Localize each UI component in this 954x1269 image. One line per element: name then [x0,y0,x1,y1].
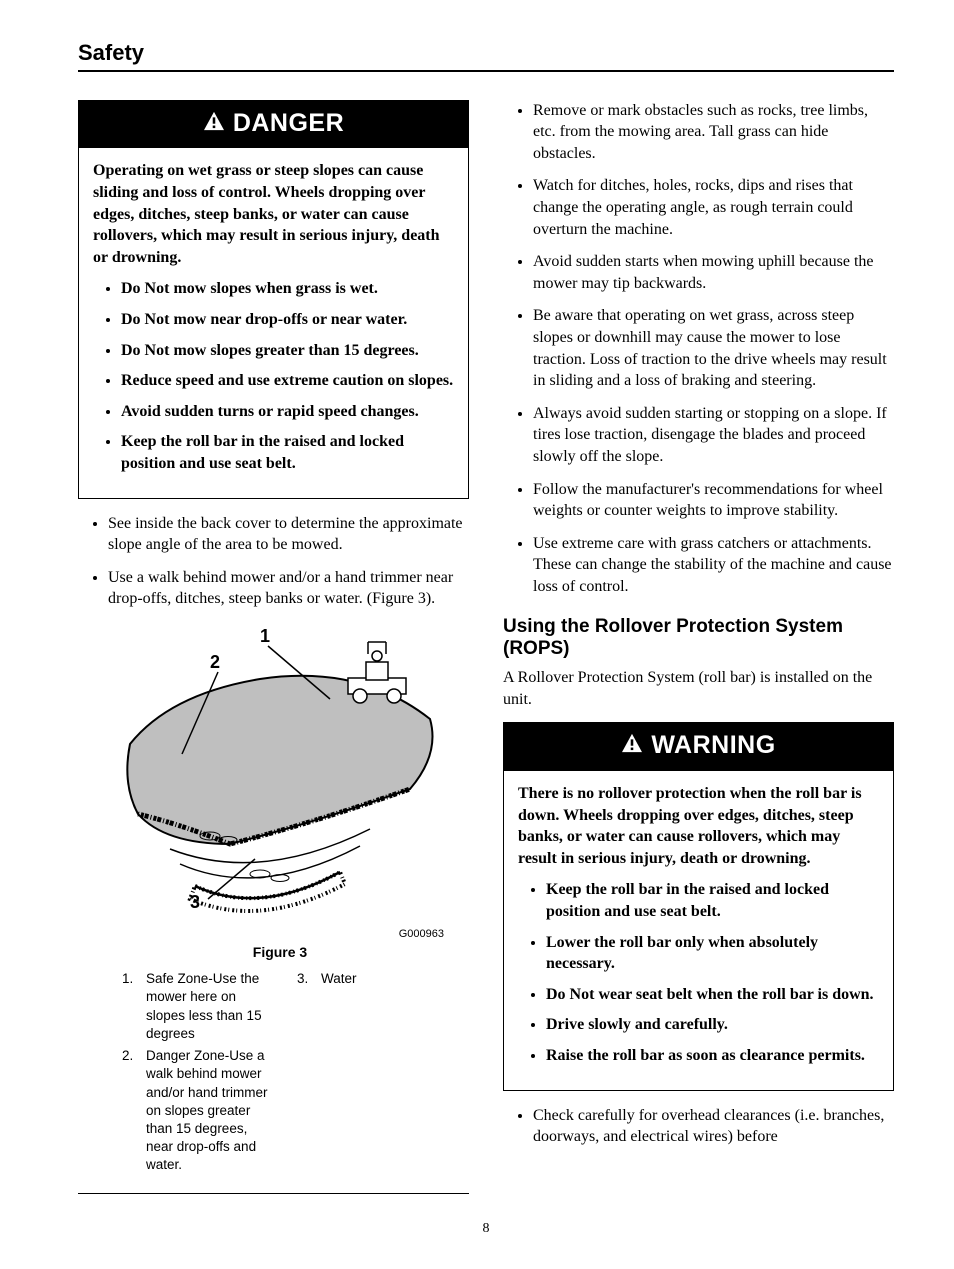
legend-num: 1. [122,970,136,1043]
list-item: Use extreme care with grass catchers or … [533,533,894,598]
figure-caption: Figure 3 [110,943,450,962]
danger-item: Keep the roll bar in the raised and lock… [121,431,454,474]
warning-item: Do Not wear seat belt when the roll bar … [546,984,879,1006]
danger-item: Reduce speed and use extreme caution on … [121,370,454,392]
page-number: 8 [78,1220,894,1239]
figure-3: 1 2 3 G000963 Figure 3 1. Safe Zone-Use … [110,624,450,1179]
list-item: Be aware that operating on wet grass, ac… [533,305,894,391]
figure-label-1: 1 [260,626,270,646]
danger-item: Do Not mow near drop-offs or near water. [121,309,454,331]
warning-item: Drive slowly and carefully. [546,1014,879,1036]
warning-header-text: WARNING [651,729,775,763]
list-item: Watch for ditches, holes, rocks, dips an… [533,175,894,240]
warning-header: WARNING [504,723,893,771]
legend-item: 2. Danger Zone-Use a walk behind mower a… [122,1047,275,1175]
warning-list: Keep the roll bar in the raised and lock… [518,879,879,1066]
column-rule [78,1193,469,1194]
warning-box: WARNING There is no rollover protection … [503,722,894,1090]
legend-text: Danger Zone-Use a walk behind mower and/… [146,1047,275,1175]
warning-body: There is no rollover protection when the… [504,771,893,1090]
legend-item: 3. Water [297,970,450,988]
left-column: DANGER Operating on wet grass or steep s… [78,100,469,1194]
warning-item: Raise the roll bar as soon as clearance … [546,1045,879,1067]
danger-body: Operating on wet grass or steep slopes c… [79,148,468,497]
left-body-list: See inside the back cover to determine t… [78,513,469,610]
list-item: Follow the manufacturer's recommendation… [533,479,894,522]
figure-legend: 1. Safe Zone-Use the mower here on slope… [122,970,450,1178]
danger-header: DANGER [79,101,468,149]
danger-box: DANGER Operating on wet grass or steep s… [78,100,469,499]
list-item: See inside the back cover to determine t… [108,513,469,556]
rops-heading: Using the Rollover Protection System (RO… [503,616,894,662]
danger-item: Do Not mow slopes greater than 15 degree… [121,340,454,362]
warning-item: Lower the roll bar only when absolutely … [546,932,879,975]
danger-header-text: DANGER [233,107,344,141]
danger-intro: Operating on wet grass or steep slopes c… [93,160,454,268]
figure-label-3: 3 [190,892,200,912]
two-column-layout: DANGER Operating on wet grass or steep s… [78,100,894,1194]
legend-item: 1. Safe Zone-Use the mower here on slope… [122,970,275,1043]
figure-3-svg: 1 2 3 [110,624,450,934]
legend-num: 3. [297,970,311,988]
figure-label-2: 2 [210,652,220,672]
list-item: Use a walk behind mower and/or a hand tr… [108,567,469,610]
danger-item: Avoid sudden turns or rapid speed change… [121,401,454,423]
right-column: Remove or mark obstacles such as rocks, … [503,100,894,1194]
warning-item: Keep the roll bar in the raised and lock… [546,879,879,922]
danger-item: Do Not mow slopes when grass is wet. [121,278,454,300]
rops-intro: A Rollover Protection System (roll bar) … [503,667,894,710]
right-body-list: Remove or mark obstacles such as rocks, … [503,100,894,598]
alert-icon [203,107,225,141]
list-item: Remove or mark obstacles such as rocks, … [533,100,894,165]
list-item: Avoid sudden starts when mowing uphill b… [533,251,894,294]
legend-text: Safe Zone-Use the mower here on slopes l… [146,970,275,1043]
section-title: Safety [78,38,894,72]
right-tail-list: Check carefully for overhead clearances … [503,1105,894,1148]
legend-text: Water [321,970,357,988]
danger-list: Do Not mow slopes when grass is wet. Do … [93,278,454,474]
list-item: Always avoid sudden starting or stopping… [533,403,894,468]
alert-icon [621,729,643,763]
list-item: Check carefully for overhead clearances … [533,1105,894,1148]
legend-num: 2. [122,1047,136,1175]
warning-intro: There is no rollover protection when the… [518,783,879,869]
